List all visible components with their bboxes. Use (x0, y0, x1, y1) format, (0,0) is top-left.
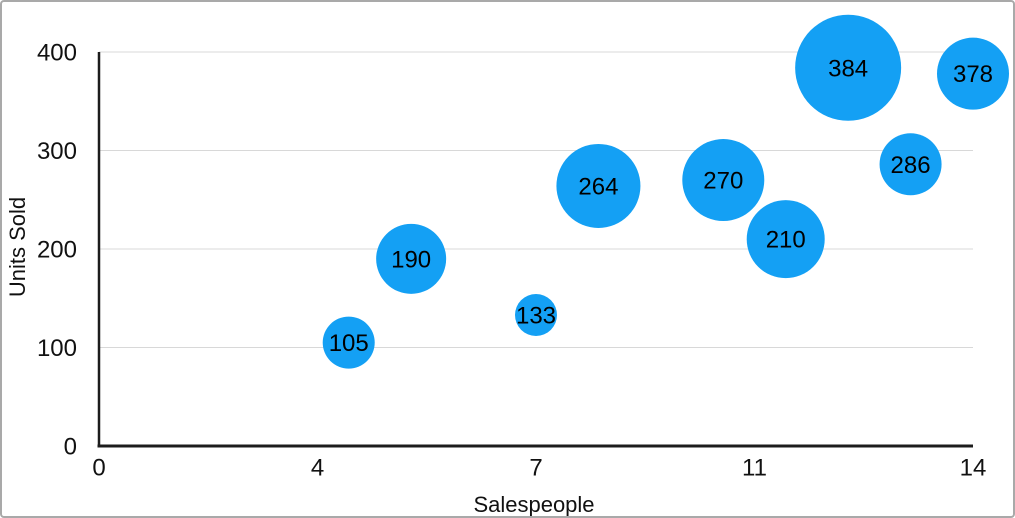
x-tick-label-4: 4 (311, 455, 324, 482)
bubble-384[interactable]: 384 (795, 14, 902, 121)
bubble-series: 105 190 133 264 270 210 384 286 378 (322, 14, 1009, 369)
bubble-circle[interactable] (746, 200, 825, 279)
x-tick-label-14: 14 (960, 455, 987, 482)
bubble-circle[interactable] (515, 293, 557, 336)
bubble-value-label: 210 (766, 227, 806, 254)
bubble-105[interactable]: 105 (322, 316, 375, 369)
y-tick-label-300: 300 (37, 138, 77, 165)
bubble-circle[interactable] (795, 14, 902, 121)
bubble-circle[interactable] (322, 316, 375, 369)
bubble-210[interactable]: 210 (746, 200, 825, 279)
bubble-circle[interactable] (556, 143, 641, 228)
bubble-133[interactable]: 133 (515, 293, 557, 336)
bubble-value-label: 190 (391, 246, 431, 273)
bubble-270[interactable]: 270 (682, 139, 765, 222)
y-tick-label-400: 400 (37, 40, 77, 67)
bubble-circle[interactable] (376, 223, 447, 294)
bubble-378[interactable]: 378 (937, 37, 1009, 110)
y-tick-label-200: 200 (37, 237, 77, 264)
axis-lines (97, 52, 973, 448)
bubble-circle[interactable] (937, 37, 1009, 110)
bubble-286[interactable]: 286 (879, 133, 942, 196)
y-axis-title: Units Sold (5, 196, 30, 298)
y-tick-label-0: 0 (64, 434, 77, 461)
bubble-264[interactable]: 264 (556, 143, 641, 228)
x-axis-title: Salespeople (473, 492, 595, 517)
bubble-value-label: 384 (828, 55, 868, 82)
bubble-value-label: 286 (891, 152, 931, 179)
bubble-190[interactable]: 190 (376, 223, 447, 294)
x-tick-label-11: 11 (742, 455, 767, 482)
bubble-circle[interactable] (682, 139, 765, 222)
bubble-circle[interactable] (879, 133, 942, 196)
bubble-value-label: 133 (516, 302, 556, 329)
bubble-value-label: 270 (703, 168, 743, 195)
x-axis-tick-labels: 0 4 7 11 14 (92, 455, 986, 482)
x-tick-label-0: 0 (92, 455, 105, 482)
bubble-value-label: 264 (578, 173, 618, 200)
y-tick-label-100: 100 (37, 335, 77, 362)
bubble-value-label: 378 (953, 61, 993, 88)
y-axis-tick-labels: 0 100 200 300 400 (37, 40, 77, 461)
x-tick-label-7: 7 (529, 455, 542, 482)
bubble-value-label: 105 (329, 330, 369, 357)
